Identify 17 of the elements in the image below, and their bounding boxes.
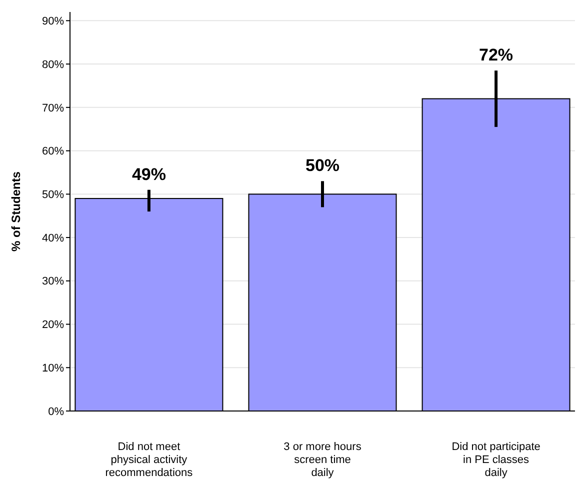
data-label: 50%	[305, 156, 340, 176]
y-axis-title: % of Students	[9, 171, 23, 252]
y-tick-label: 60%	[42, 146, 64, 158]
x-tick-label: Did not meet physical activity recommendations	[105, 441, 194, 479]
data-label: 72%	[479, 46, 514, 65]
y-tick-label: 50%	[42, 189, 64, 201]
y-tick-label: 0%	[48, 406, 64, 418]
x-tick-label: Did not participate in PE classes daily	[452, 441, 540, 479]
y-tick-label: 10%	[42, 362, 64, 374]
data-label: 49%	[132, 164, 166, 184]
y-tick-label: 90%	[42, 16, 64, 28]
x-tick-label: 3 or more hours screen time daily	[284, 441, 362, 479]
y-tick-label: 20%	[42, 319, 64, 332]
y-tick-label: 40%	[42, 232, 64, 244]
y-tick-label: 70%	[42, 102, 64, 114]
y-tick-label: 30%	[42, 276, 64, 288]
y-tick-label: 80%	[42, 58, 64, 71]
